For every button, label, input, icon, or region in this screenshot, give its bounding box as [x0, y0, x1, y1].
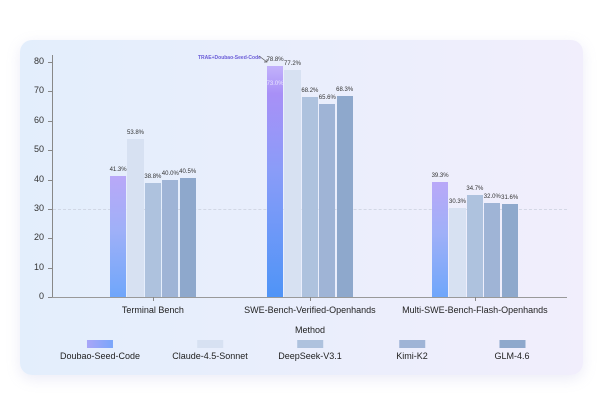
x-tick-mark	[474, 297, 476, 301]
legend-swatch-icon	[87, 340, 113, 348]
x-axis	[52, 297, 567, 298]
value-label: 31.6%	[501, 195, 519, 202]
bar-claude-4-5-sonnet	[449, 207, 466, 297]
value-label: 38.8%	[144, 174, 162, 181]
value-label: 32.0%	[483, 194, 501, 200]
legend-swatch-icon	[296, 340, 323, 348]
legend-label: Doubao-Seed-Code	[59, 351, 141, 361]
value-label: 40.0%	[161, 170, 179, 177]
value-label: 41.3%	[109, 166, 127, 173]
bar-deepseek-v3-1	[466, 195, 483, 297]
value-label: 34.7%	[466, 186, 484, 193]
y-tick-mark	[48, 62, 52, 63]
bar-claude-4-5-sonnet	[284, 70, 301, 297]
y-tick-label: 20	[33, 232, 44, 243]
y-tick-label: 10	[33, 261, 44, 272]
bar-glm-4-6	[501, 204, 518, 297]
y-tick-mark	[48, 297, 52, 298]
legend-swatch-icon	[398, 340, 425, 348]
annotation-arrow-icon	[258, 55, 268, 63]
y-tick-mark	[48, 91, 52, 93]
y-tick-label: 50	[33, 144, 44, 155]
value-label: 39.3%	[431, 172, 449, 179]
y-tick-mark	[48, 208, 52, 210]
bar-kimi-k2	[484, 203, 501, 297]
bar-doubao-seed-code	[110, 175, 127, 297]
x-tick-mark	[309, 297, 311, 301]
value-label: 40.5%	[179, 169, 197, 176]
legend-swatch-icon	[498, 340, 525, 348]
bar-deepseek-v3-1	[144, 183, 161, 297]
legend-label: GLM-4.6	[494, 351, 530, 361]
x-tick-mark	[152, 297, 154, 301]
bar-kimi-k2	[319, 104, 336, 297]
value-label: 78.8%	[266, 56, 284, 63]
bar-glm-4-6	[179, 178, 196, 297]
x-tick-label: Terminal Bench	[121, 305, 184, 315]
trae-annotation: TRAE+Doubao-Seed-Code	[198, 55, 261, 61]
bar-doubao-seed-code	[267, 65, 284, 297]
value-label: 68.3%	[336, 87, 354, 94]
bar-doubao-seed-code	[432, 181, 449, 297]
legend-title: Method	[294, 325, 326, 335]
bar-claude-4-5-sonnet	[127, 138, 144, 297]
y-tick-label: 70	[33, 85, 44, 96]
y-tick-label: 30	[33, 202, 44, 213]
y-tick-mark	[48, 150, 52, 152]
value-label: 65.6%	[318, 95, 336, 102]
legend-swatch-icon	[197, 340, 223, 348]
bar-glm-4-6	[336, 96, 353, 297]
y-tick-label: 0	[38, 291, 44, 301]
value-label: 77.2%	[283, 61, 302, 68]
y-tick-mark	[48, 267, 52, 269]
x-tick-label: SWE-Bench-Verified-Openhands	[244, 305, 376, 315]
legend-item[interactable]: GLM-4.6	[494, 340, 530, 361]
y-tick-label: 40	[33, 173, 44, 184]
y-tick-label: 60	[33, 114, 44, 125]
legend-item[interactable]: Claude-4.5-Sonnet	[172, 340, 248, 361]
legend-item[interactable]: Doubao-Seed-Code	[60, 340, 140, 361]
value-label: 30.3%	[448, 198, 467, 205]
inner-value-label: 73.0%	[266, 80, 284, 87]
legend-item[interactable]: DeepSeek-V3.1	[278, 340, 342, 361]
y-axis	[52, 55, 53, 297]
y-tick-label: 80	[33, 56, 44, 66]
legend-label: Claude-4.5-Sonnet	[172, 351, 248, 361]
legend-label: DeepSeek-V3.1	[278, 351, 342, 361]
y-tick-mark	[48, 238, 52, 240]
bar-kimi-k2	[162, 179, 179, 297]
x-tick-label: Multi-SWE-Bench-Flash-Openhands	[402, 305, 548, 315]
legend-label: Kimi-K2	[396, 351, 428, 361]
value-label: 53.8%	[126, 129, 145, 136]
legend-item[interactable]: Kimi-K2	[396, 340, 428, 361]
y-tick-mark	[48, 179, 52, 181]
value-label: 68.2%	[301, 87, 319, 94]
y-tick-mark	[48, 120, 52, 122]
bar-deepseek-v3-1	[301, 96, 318, 297]
